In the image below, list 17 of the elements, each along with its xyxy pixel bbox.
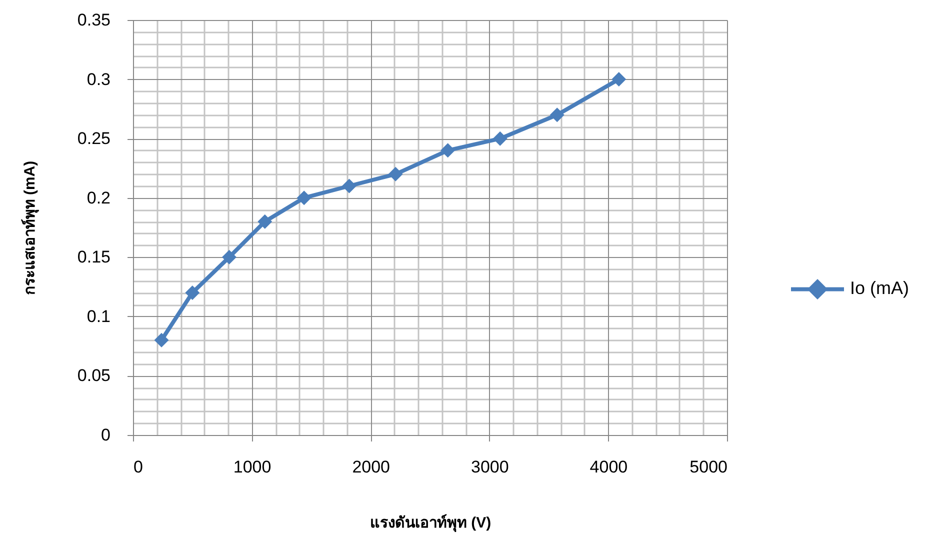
x-tick-label: 3000 (470, 458, 509, 476)
x-tick-label: 2000 (352, 458, 390, 476)
y-tick-label: 0.2 (86, 188, 110, 208)
x-tick-label: 5000 (690, 458, 728, 476)
x-tick-label: 4000 (590, 458, 628, 476)
y-tick-label: 0.3 (86, 70, 110, 89)
y-axis-title: กระแสเอาท์พุท (mA) (20, 160, 40, 296)
y-tick-label: 0.25 (77, 129, 110, 148)
y-tick-label: 0.05 (77, 366, 110, 386)
y-tick-label: 0.15 (77, 248, 110, 267)
y-tick-label: 0 (101, 426, 110, 444)
y-tick-label: 0.1 (86, 306, 110, 326)
x-axis-title: แรงดันเอาท์พุท (V) (370, 514, 492, 532)
y-tick-label: 0.35 (77, 10, 110, 30)
legend-label: Io (mA) (850, 278, 910, 298)
x-tick-label: 0 (134, 458, 143, 476)
x-tick-label: 1000 (233, 458, 272, 476)
